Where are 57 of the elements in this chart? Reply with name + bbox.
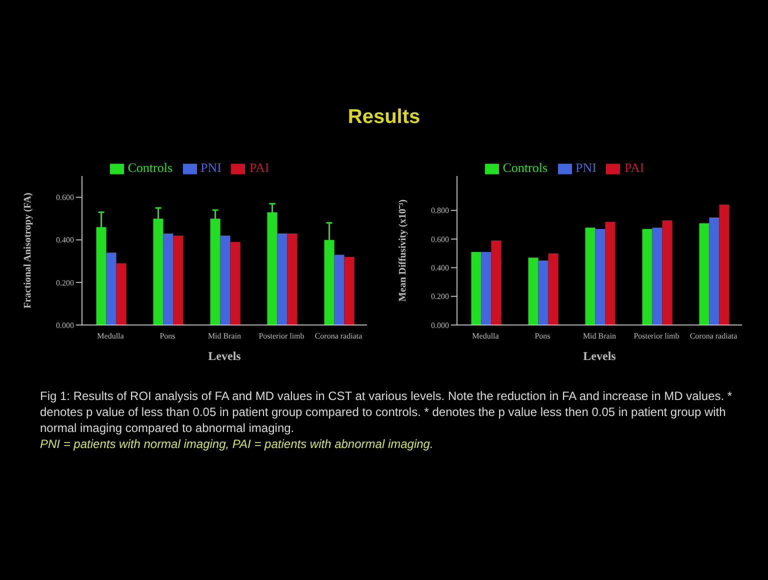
bar — [277, 233, 288, 325]
caption: Fig 1: Results of ROI analysis of FA and MD values in CST at various levels. Note the reduction in FA and increase in MD values. * denotes p value of less than 0.05 in patient group compared to controls. * denotes the p value less then 0.05 in patient group with normal imaging compared to abnormal imaging. — [40, 388, 734, 436]
bar — [163, 233, 174, 325]
legend-label: PAI — [624, 160, 644, 175]
y-tick-label: 0.600 — [56, 193, 74, 202]
bar — [491, 240, 502, 325]
x-tick-label: Corona radiata — [690, 332, 738, 341]
bar — [334, 254, 344, 325]
y-tick-label: 0.200 — [431, 292, 449, 302]
bar — [652, 228, 662, 325]
legend-label: Controls — [502, 160, 548, 175]
x-tick-label: Pons — [534, 332, 550, 341]
bar — [642, 229, 652, 325]
bar — [220, 236, 230, 325]
legend-label: PAI — [249, 160, 270, 175]
x-axis-title: Levels — [208, 349, 242, 363]
x-axis-title: Levels — [583, 349, 616, 363]
x-tick-label: Medulla — [97, 332, 124, 341]
bar — [528, 258, 538, 325]
y-tick-label: 0.600 — [431, 234, 449, 244]
bar — [538, 260, 548, 325]
x-tick-label: Mid Brain — [208, 332, 242, 341]
bar — [230, 242, 240, 325]
bar — [106, 252, 116, 325]
x-tick-label: Mid Brain — [582, 332, 616, 341]
bar — [585, 228, 596, 325]
legend-label: Controls — [128, 160, 173, 175]
bar — [595, 229, 606, 325]
bar — [471, 252, 482, 325]
y-tick-label: 0.000 — [431, 320, 449, 330]
y-axis-title: Mean Diffusivity (x10⁻³) — [398, 199, 409, 302]
x-tick-label: Pons — [160, 332, 176, 341]
bar — [662, 220, 672, 325]
y-tick-label: 0.200 — [56, 278, 74, 288]
bar — [719, 204, 730, 325]
y-tick-label: 0.000 — [56, 320, 74, 330]
y-tick-label: 0.800 — [431, 206, 449, 216]
y-tick-label: 0.400 — [56, 236, 74, 245]
bar — [173, 236, 184, 325]
bar — [287, 233, 298, 325]
text: PNI = patients with normal imaging, PAI = patients with abnormal imaging. — [40, 436, 434, 452]
text: Results — [346, 105, 422, 130]
x-tick-label: Posterior limb — [258, 332, 304, 341]
bar — [709, 218, 720, 325]
x-tick-label: Medulla — [472, 332, 500, 341]
bar — [548, 253, 558, 325]
bar — [699, 223, 710, 325]
x-tick-label: Posterior limb — [634, 332, 680, 341]
bar — [344, 256, 354, 325]
bar — [481, 252, 492, 325]
legend-label: PNI — [576, 160, 596, 175]
y-tick-label: 0.400 — [431, 264, 449, 273]
bar — [116, 263, 126, 325]
legend-label: PNI — [200, 160, 222, 175]
x-tick-label: Corona radiata — [314, 332, 363, 341]
y-axis-title: Fractional Anisotropy (FA) — [22, 192, 34, 308]
bar — [605, 222, 616, 325]
